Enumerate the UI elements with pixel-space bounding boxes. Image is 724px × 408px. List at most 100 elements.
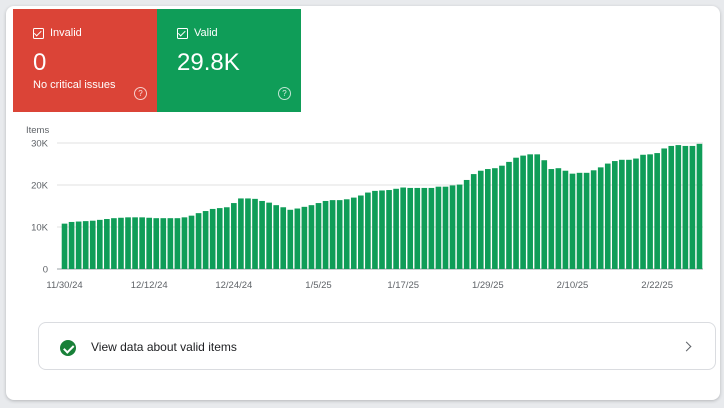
valid-count: 29.8K <box>177 49 240 76</box>
bar <box>506 161 512 269</box>
bar <box>266 202 272 269</box>
bar <box>195 213 202 269</box>
bar <box>209 208 216 269</box>
x-tick-label: 11/30/24 <box>46 280 82 291</box>
invalid-label: Invalid <box>50 27 82 39</box>
bar <box>181 217 188 269</box>
bar <box>132 217 138 269</box>
bar <box>238 198 244 269</box>
bar <box>569 173 576 269</box>
bar <box>619 159 625 269</box>
bar <box>611 161 618 269</box>
view-valid-items-label: View data about valid items <box>91 340 237 354</box>
valid-label: Valid <box>194 27 218 39</box>
bar <box>562 170 569 269</box>
bar <box>463 179 470 269</box>
bar <box>442 186 449 269</box>
y-tick-label: 20K <box>31 181 49 192</box>
bar <box>386 190 392 269</box>
bar <box>104 219 110 269</box>
bar <box>682 145 689 269</box>
bar <box>167 218 174 269</box>
bar <box>597 167 604 269</box>
bar <box>231 203 237 269</box>
bar <box>633 158 639 269</box>
bar <box>350 197 357 269</box>
x-tick-label: 12/24/24 <box>215 280 252 291</box>
bar <box>160 218 167 269</box>
bar <box>590 170 597 269</box>
bar <box>576 172 583 269</box>
bar <box>146 217 153 269</box>
bar <box>280 207 287 269</box>
valid-tile[interactable]: Valid 29.8K ? <box>157 9 301 112</box>
invalid-tile[interactable]: Invalid 0 No critical issues ? <box>13 9 157 112</box>
bar <box>329 200 336 269</box>
bar <box>82 221 89 269</box>
checkbox-icon[interactable] <box>177 27 188 39</box>
bar <box>640 154 646 269</box>
bar <box>407 187 414 269</box>
bar <box>287 209 294 269</box>
bar <box>400 187 406 269</box>
bar <box>372 190 378 269</box>
x-tick-label: 12/12/24 <box>131 280 168 291</box>
bar <box>604 163 611 269</box>
y-tick-label: 30K <box>31 139 49 150</box>
bar <box>75 221 82 269</box>
bar <box>252 198 258 269</box>
y-axis-label: Items <box>26 125 49 136</box>
help-icon[interactable]: ? <box>134 87 147 100</box>
bar <box>689 145 696 269</box>
bar <box>485 169 491 269</box>
bar <box>358 195 364 269</box>
bar <box>89 220 96 269</box>
bar <box>153 218 160 269</box>
help-icon[interactable]: ? <box>278 87 291 100</box>
bar <box>428 187 435 269</box>
bar <box>668 145 675 269</box>
bar <box>527 154 533 269</box>
bar <box>696 143 703 269</box>
bar <box>520 155 526 269</box>
y-tick-label: 0 <box>43 265 48 276</box>
bar <box>343 199 350 269</box>
bar <box>456 184 463 269</box>
bar <box>68 221 75 269</box>
bar <box>421 187 428 269</box>
bar <box>513 157 519 269</box>
x-tick-label: 1/5/25 <box>305 280 331 291</box>
bar <box>322 200 329 269</box>
valid-items-card: Invalid 0 No critical issues ? Valid 29.… <box>6 6 720 400</box>
x-tick-label: 1/29/25 <box>472 280 504 291</box>
chevron-right-icon <box>681 341 692 352</box>
bar <box>492 168 498 269</box>
bar <box>315 203 322 269</box>
bar <box>125 217 131 269</box>
bar <box>202 211 209 269</box>
bar <box>647 154 653 269</box>
bar <box>499 165 505 269</box>
checkbox-icon[interactable] <box>33 27 44 39</box>
bar <box>245 198 251 269</box>
bar <box>393 188 399 269</box>
x-tick-label: 2/10/25 <box>557 280 589 291</box>
x-tick-label: 1/17/25 <box>387 280 419 291</box>
check-circle-icon <box>60 340 76 356</box>
bar <box>301 206 308 269</box>
bar <box>534 154 541 269</box>
bar <box>541 160 548 269</box>
bar <box>188 215 195 269</box>
view-valid-items-row[interactable]: View data about valid items <box>38 322 716 370</box>
bar <box>435 186 442 269</box>
bar <box>626 159 632 269</box>
bar <box>661 148 668 269</box>
bar <box>555 168 562 269</box>
bar <box>470 174 477 269</box>
bar <box>139 217 145 269</box>
invalid-subtitle: No critical issues <box>33 79 116 91</box>
invalid-count: 0 <box>33 49 47 76</box>
bar <box>414 187 421 269</box>
bar <box>675 145 682 269</box>
bar <box>477 170 484 269</box>
